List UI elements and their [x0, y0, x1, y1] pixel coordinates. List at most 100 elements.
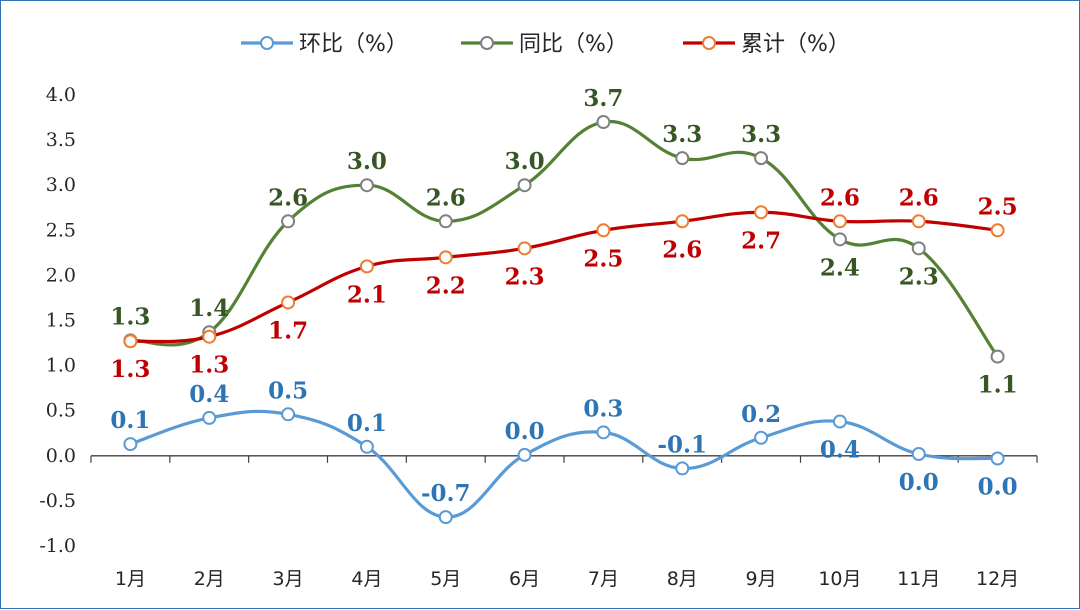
data-point-mom [359, 439, 374, 454]
data-label-mom: 0.1 [347, 410, 387, 437]
legend-label-cumulative: 累计（%） [741, 32, 850, 57]
series-markers [123, 115, 1005, 525]
series-line-yoy [130, 119, 999, 358]
series-line-mom [129, 409, 998, 519]
data-label-yoy: 3.0 [347, 148, 387, 175]
legend: 环比（%） 同比（%） 累计（%） [241, 32, 850, 57]
data-point-mom [123, 437, 138, 452]
data-point-mom [596, 425, 611, 440]
data-label-mom: -0.1 [657, 431, 707, 458]
axes: 4.0 3.5 3.0 2.5 2.0 1.5 1.0 0.5 0.0 -0.5 -1.0 1月 2月 3… [39, 84, 1038, 590]
data-point-cumulative [202, 329, 217, 344]
data-labels: 0.1 0.4 0.5 0.1 -0.7 0.0 0.3 -0.1 0.2 0.4 0.0 0.0 1.… [110, 85, 1017, 507]
x-tick-label: 12月 [976, 568, 1019, 590]
data-point-mom [832, 414, 847, 429]
data-point-cumulative [675, 214, 690, 229]
data-point-cumulative [281, 295, 296, 310]
data-point-yoy [359, 178, 374, 193]
y-tick-label: 2.5 [46, 219, 76, 241]
data-label-yoy: 3.7 [583, 85, 623, 112]
data-label-cumulative: 2.6 [820, 184, 860, 211]
data-point-yoy [832, 232, 847, 247]
y-tick-label: 4.0 [46, 84, 76, 106]
data-point-cumulative [911, 214, 926, 229]
data-label-yoy: 2.6 [426, 184, 466, 211]
data-point-cumulative [359, 259, 374, 274]
data-label-cumulative: 2.3 [505, 263, 545, 290]
x-tick-label: 7月 [588, 568, 619, 590]
x-tick-label: 9月 [746, 568, 777, 590]
legend-label-yoy: 同比（%） [519, 32, 628, 57]
y-tick-label: 1.0 [46, 355, 76, 377]
data-label-cumulative: 1.3 [189, 352, 229, 379]
y-tick-label: -0.5 [39, 490, 76, 512]
data-point-cumulative [832, 214, 847, 229]
data-label-cumulative: 1.7 [268, 317, 308, 344]
data-label-cumulative: 2.2 [426, 272, 466, 299]
data-label-yoy: 1.4 [189, 295, 229, 322]
data-label-cumulative: 2.1 [347, 281, 387, 308]
data-point-yoy [990, 349, 1005, 364]
data-point-mom [281, 407, 296, 422]
data-point-cumulative [438, 250, 453, 265]
data-label-yoy: 2.3 [899, 263, 939, 290]
data-point-cumulative [596, 223, 611, 238]
legend-marker-mom [260, 36, 274, 50]
data-label-cumulative: 2.5 [583, 245, 623, 272]
data-point-cumulative [123, 334, 138, 349]
data-label-cumulative: 2.6 [662, 236, 702, 263]
data-label-yoy: 3.0 [505, 148, 545, 175]
x-tick-label: 5月 [430, 568, 461, 590]
data-label-mom: 0.0 [505, 418, 545, 445]
data-point-yoy [675, 151, 690, 166]
data-point-mom [990, 451, 1005, 466]
series-line-cumulative [130, 210, 998, 344]
data-point-mom [517, 447, 532, 462]
x-tick-label: 8月 [667, 568, 698, 590]
data-label-mom: 0.4 [820, 437, 860, 464]
y-tick-label: 0.0 [46, 445, 76, 467]
data-label-mom: 0.4 [189, 381, 229, 408]
x-tick-label: 11月 [897, 568, 940, 590]
data-label-yoy: 3.3 [662, 121, 702, 148]
y-tick-label: 1.5 [46, 310, 76, 332]
data-label-yoy: 1.1 [978, 372, 1018, 399]
data-point-yoy [596, 115, 611, 130]
data-point-mom [438, 510, 453, 525]
data-point-yoy [438, 214, 453, 229]
data-point-yoy [754, 151, 769, 166]
x-tick-label: 4月 [351, 568, 382, 590]
data-point-mom [911, 446, 926, 461]
x-tick-label: 1月 [115, 568, 146, 590]
data-label-mom: 0.0 [978, 474, 1018, 501]
x-tick-label: 3月 [273, 568, 304, 590]
data-point-mom [754, 430, 769, 445]
y-tick-label: -1.0 [39, 535, 76, 557]
data-label-cumulative: 2.6 [899, 184, 939, 211]
data-label-cumulative: 2.5 [978, 193, 1018, 220]
y-tick-label: 3.5 [46, 129, 76, 151]
data-label-yoy: 3.3 [741, 121, 781, 148]
x-tick-label: 2月 [194, 568, 225, 590]
x-tick-label: 6月 [509, 568, 540, 590]
data-label-cumulative: 2.7 [741, 227, 781, 254]
data-label-mom: 0.3 [583, 395, 623, 422]
data-label-mom: 0.5 [268, 377, 308, 404]
data-point-yoy [281, 214, 296, 229]
legend-label-mom: 环比（%） [299, 32, 408, 57]
y-tick-label: 0.5 [46, 400, 76, 422]
data-label-mom: 0.1 [110, 407, 150, 434]
data-point-yoy [911, 241, 926, 256]
data-label-yoy: 1.3 [110, 303, 150, 330]
data-point-yoy [517, 178, 532, 193]
data-label-yoy: 2.6 [268, 184, 308, 211]
y-tick-label: 3.0 [46, 174, 76, 196]
data-point-cumulative [990, 223, 1005, 238]
y-tick-label: 2.0 [46, 264, 76, 286]
data-label-yoy: 2.4 [820, 254, 860, 281]
data-label-mom: 0.2 [741, 401, 781, 428]
legend-marker-cumulative [702, 36, 716, 50]
data-point-cumulative [754, 205, 769, 220]
